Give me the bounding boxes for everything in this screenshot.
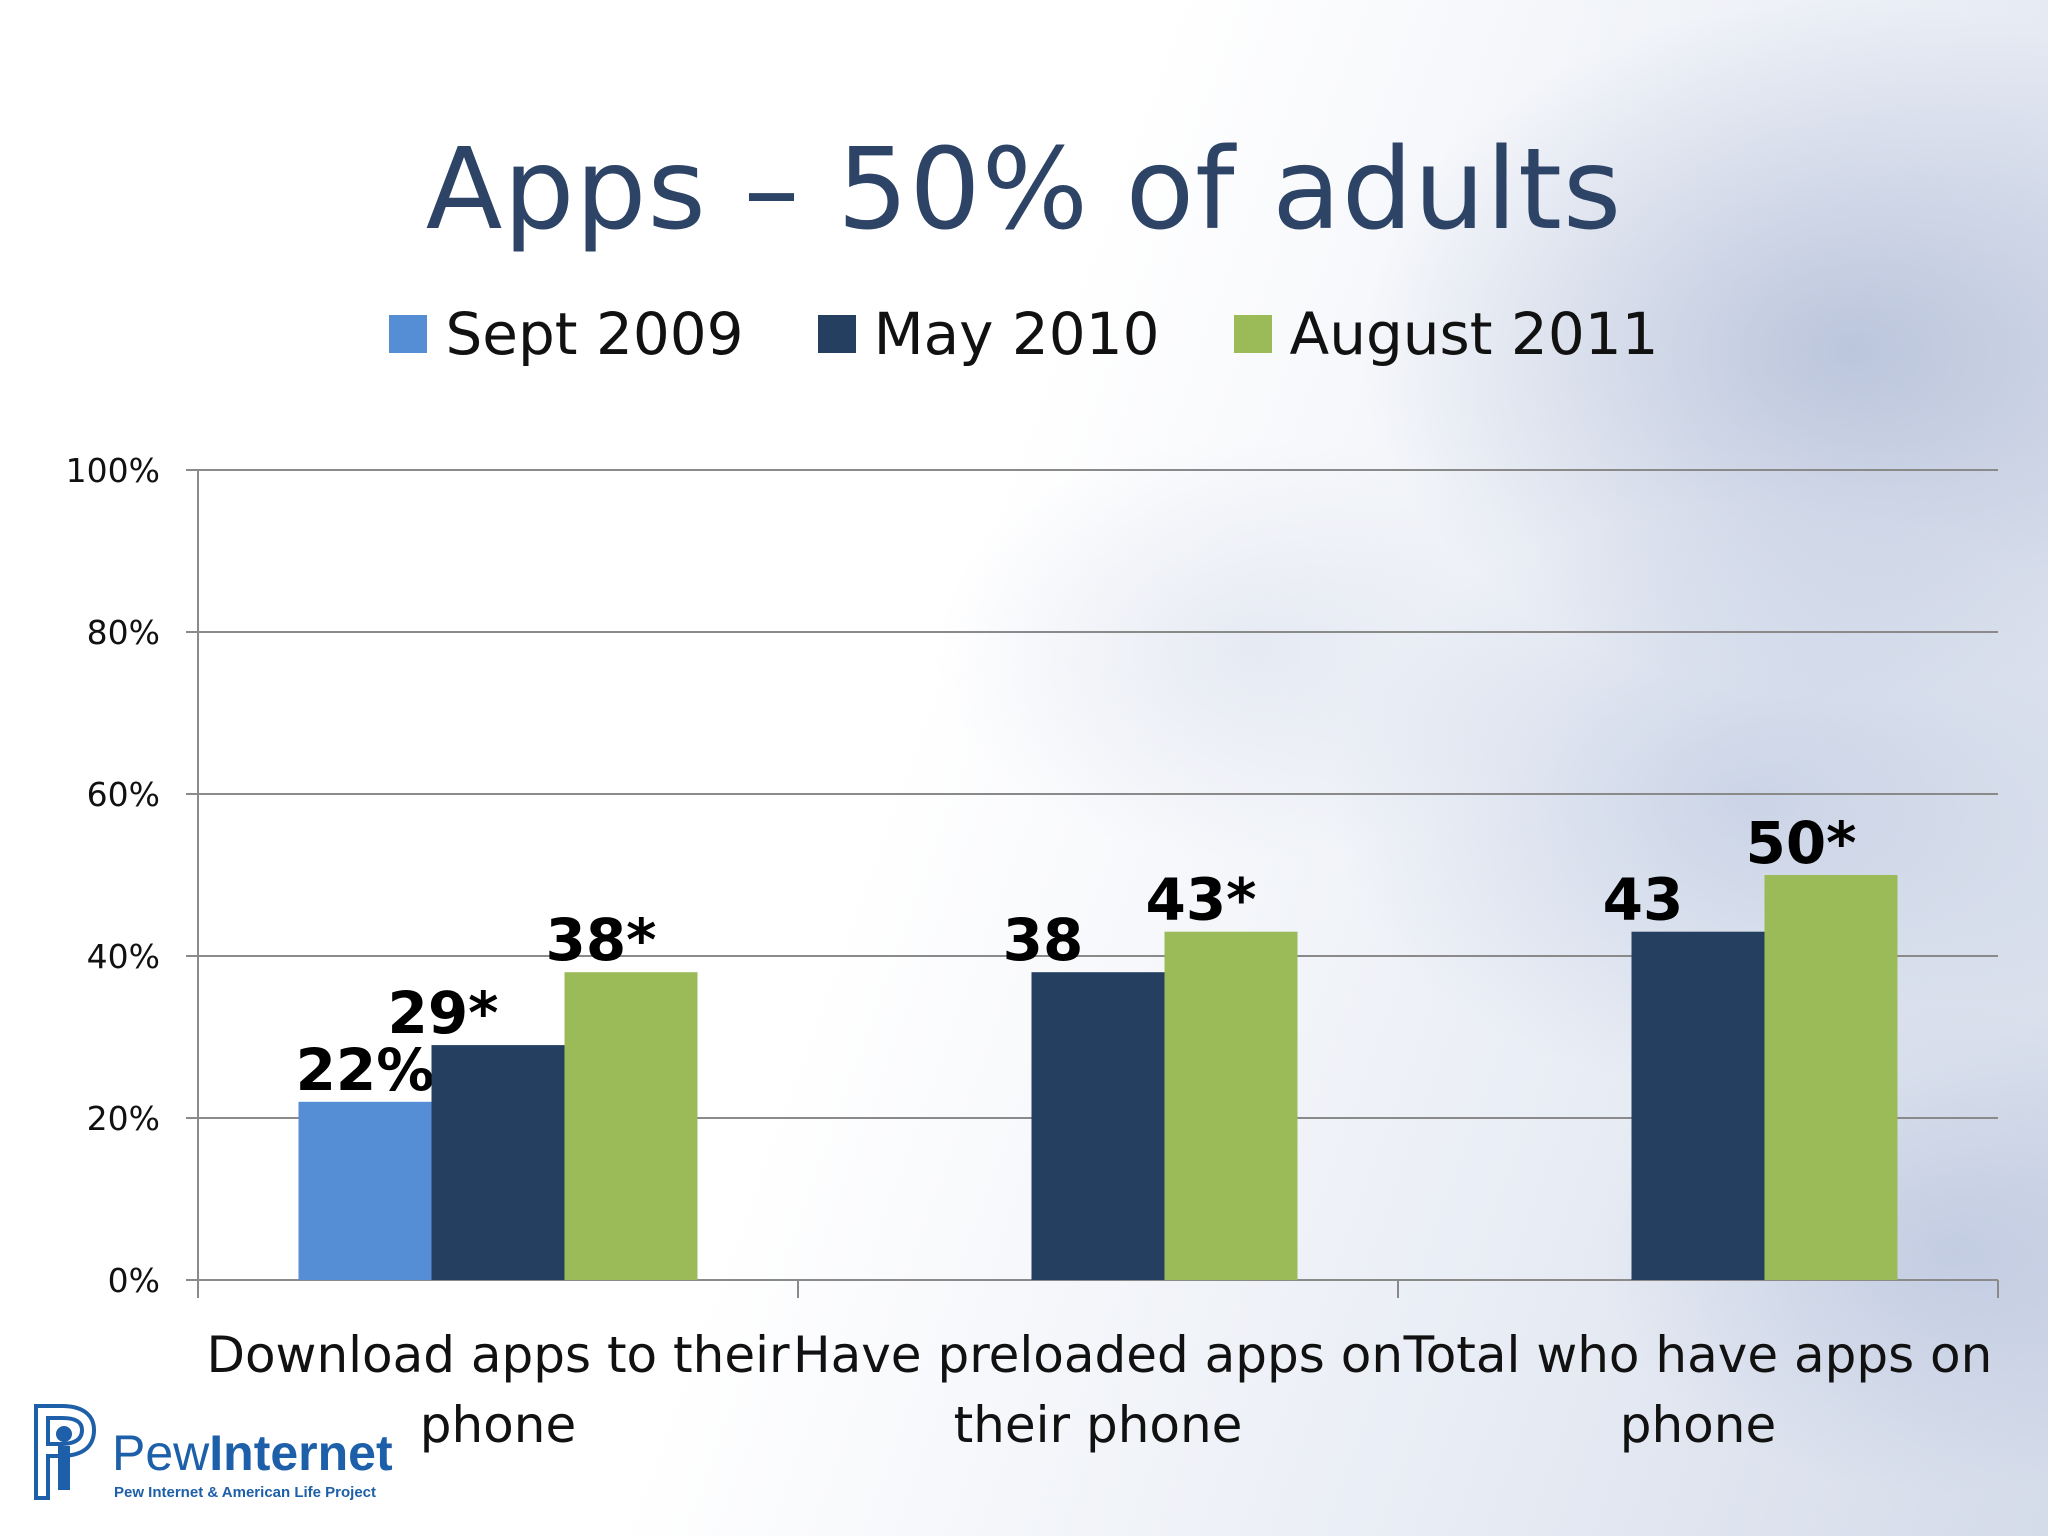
bar — [1631, 931, 1765, 1280]
logo-wordmark: PewInternet — [112, 1428, 393, 1478]
bar — [1164, 931, 1298, 1280]
bar-data-label: 22% — [296, 1036, 435, 1104]
x-category-label: their phone — [954, 1396, 1243, 1454]
x-category-label: Download apps to their — [206, 1326, 790, 1384]
y-tick-label: 20% — [87, 1099, 160, 1138]
legend-label-august-2011: August 2011 — [1289, 300, 1659, 368]
slide-title: Apps – 50% of adults — [425, 125, 1623, 255]
legend-item-august-2011: August 2011 — [1233, 300, 1659, 368]
y-tick-label: 80% — [87, 613, 160, 652]
x-category-label: Have preloaded apps on — [793, 1326, 1403, 1384]
x-category-label: phone — [1620, 1396, 1776, 1454]
bar-data-label: 43* — [1145, 866, 1256, 934]
x-category-label: phone — [420, 1396, 576, 1454]
pew-internet-logo: PewInternet Pew Internet & American Life… — [28, 1400, 408, 1510]
legend-item-may-2010: May 2010 — [817, 300, 1160, 368]
bar-data-label: 38 — [1003, 906, 1084, 974]
y-tick-label: 40% — [87, 937, 160, 976]
logo-brand-bold: Internet — [209, 1425, 393, 1481]
x-category-label: Total who have apps on — [1403, 1326, 1993, 1384]
bar-data-label: 43 — [1603, 866, 1684, 934]
legend-swatch-august-2011 — [1233, 315, 1272, 353]
chart-legend: Sept 2009 May 2010 August 2011 — [0, 300, 2048, 368]
y-tick-label: 0% — [108, 1261, 160, 1300]
bar-data-label: 50* — [1745, 809, 1856, 877]
legend-swatch-sept-2009 — [389, 315, 428, 353]
legend-item-sept-2009: Sept 2009 — [389, 300, 744, 368]
legend-label-may-2010: May 2010 — [873, 300, 1160, 368]
bar — [564, 972, 698, 1280]
legend-label-sept-2009: Sept 2009 — [445, 300, 744, 368]
bar-data-label: 29* — [387, 979, 498, 1047]
bar — [431, 1045, 565, 1280]
y-tick-label: 100% — [66, 451, 160, 490]
bar — [298, 1101, 432, 1280]
pew-logo-icon — [34, 1404, 97, 1500]
logo-brand-light: Pew — [112, 1425, 210, 1481]
legend-swatch-may-2010 — [817, 315, 856, 353]
bar — [1764, 875, 1898, 1280]
bar-data-label: 38* — [545, 906, 656, 974]
bar — [1031, 972, 1165, 1280]
y-tick-label: 60% — [87, 775, 160, 814]
logo-tagline: Pew Internet & American Life Project — [114, 1484, 377, 1501]
